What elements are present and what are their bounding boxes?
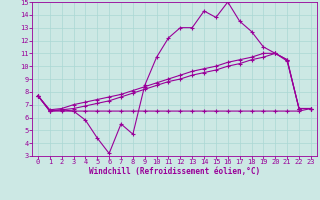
X-axis label: Windchill (Refroidissement éolien,°C): Windchill (Refroidissement éolien,°C) — [89, 167, 260, 176]
